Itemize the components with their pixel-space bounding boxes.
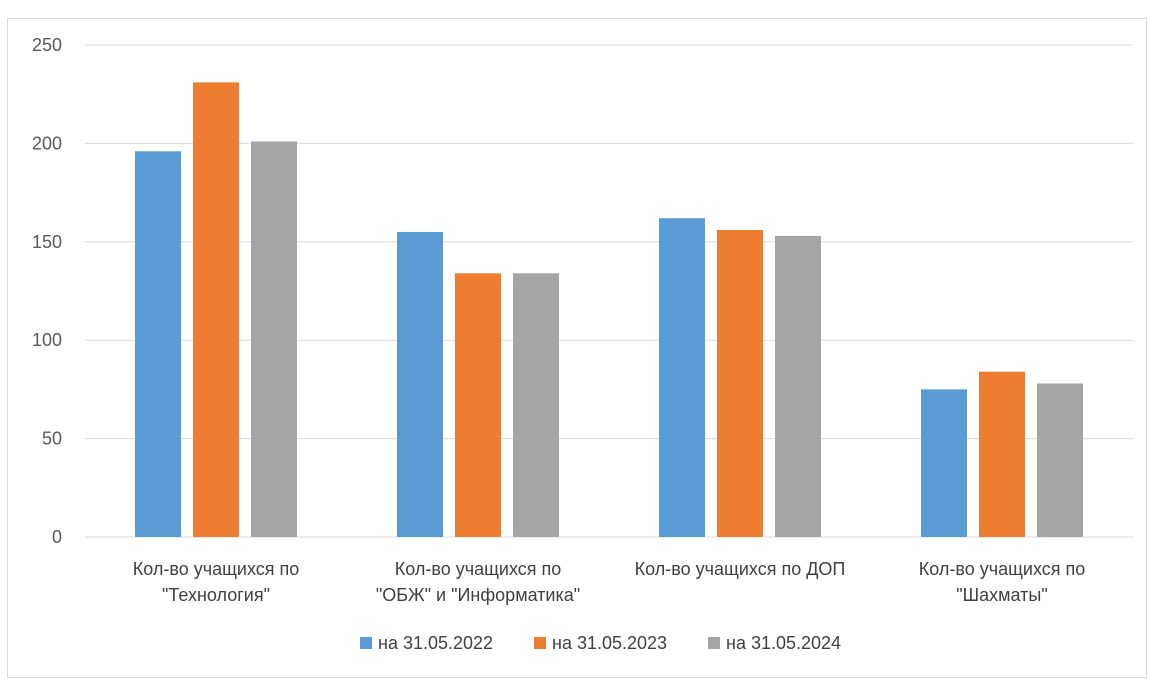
category-label: Кол-во учащихся по "Шахматы" — [919, 559, 1086, 605]
bar — [455, 273, 501, 537]
legend-label: на 31.05.2022 — [378, 633, 493, 653]
bar — [135, 151, 181, 537]
y-tick-label: 50 — [42, 429, 62, 449]
bar — [659, 218, 705, 537]
legend-label: на 31.05.2024 — [726, 633, 841, 653]
bar — [513, 273, 559, 537]
category-label: Кол-во учащихся по ДОП — [635, 559, 846, 579]
bar — [193, 82, 239, 537]
category-label: Кол-во учащихся по "Технология" — [133, 559, 300, 605]
y-tick-label: 200 — [32, 133, 62, 153]
y-tick-label: 150 — [32, 232, 62, 252]
bar — [979, 371, 1025, 537]
bar — [251, 141, 297, 537]
y-tick-label: 250 — [32, 35, 62, 55]
bar — [397, 231, 443, 537]
legend-label: на 31.05.2023 — [552, 633, 667, 653]
bar — [775, 235, 821, 537]
y-tick-label: 100 — [32, 330, 62, 350]
y-tick-label: 0 — [52, 527, 62, 547]
legend-swatch — [360, 637, 372, 649]
bar — [1037, 383, 1083, 537]
legend-swatch — [708, 637, 720, 649]
category-label: Кол-во учащихся по "ОБЖ" и "Информатика" — [376, 559, 580, 605]
bar — [717, 229, 763, 537]
bar — [921, 389, 967, 537]
legend-swatch — [534, 637, 546, 649]
